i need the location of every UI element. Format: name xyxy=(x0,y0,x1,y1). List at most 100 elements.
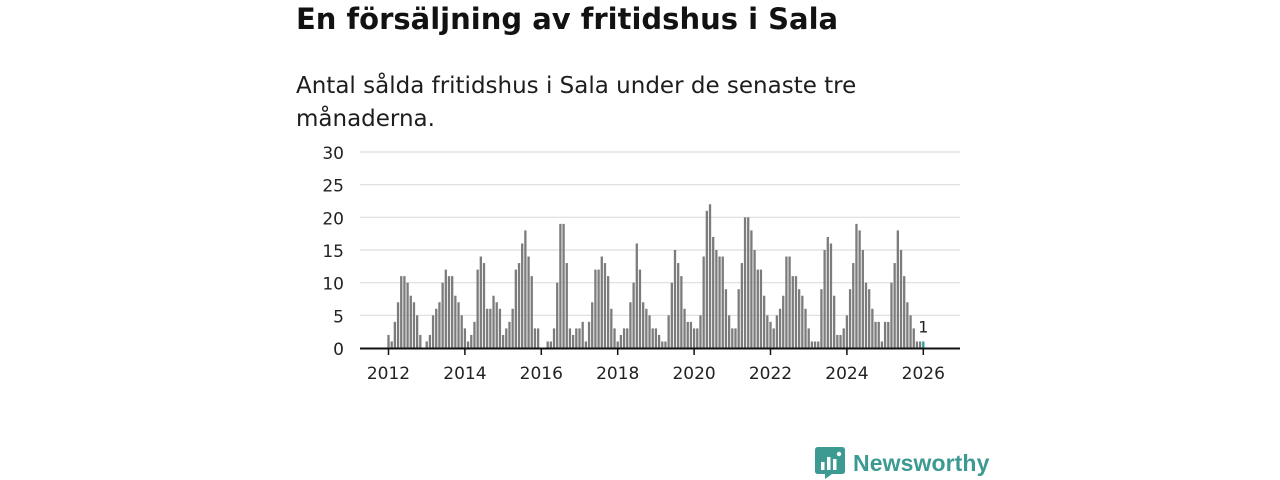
bar xyxy=(409,295,412,348)
bar xyxy=(501,334,505,348)
bar xyxy=(387,334,390,348)
bar xyxy=(393,321,397,348)
bar xyxy=(759,269,763,348)
bar xyxy=(610,308,613,348)
bar xyxy=(552,328,556,348)
bar xyxy=(712,236,715,348)
bar xyxy=(887,321,890,348)
y-tick-label: 0 xyxy=(333,340,344,360)
bar xyxy=(527,256,530,348)
bar xyxy=(571,334,575,348)
bar xyxy=(756,269,759,348)
bar xyxy=(635,243,638,348)
bar xyxy=(403,276,406,348)
bar xyxy=(530,276,533,348)
bar xyxy=(877,321,880,348)
bar xyxy=(495,302,498,348)
bar xyxy=(629,302,632,348)
bar xyxy=(829,243,833,348)
bar xyxy=(883,321,887,348)
bar xyxy=(753,250,756,348)
bar xyxy=(721,256,724,348)
bar xyxy=(638,269,642,348)
bar xyxy=(836,334,839,348)
bar xyxy=(444,269,447,348)
x-tick-label: 2018 xyxy=(596,364,639,384)
bar xyxy=(466,341,470,348)
bar xyxy=(737,289,740,348)
bar xyxy=(549,341,552,348)
bar xyxy=(603,263,607,348)
bar xyxy=(562,223,565,348)
bar xyxy=(743,217,747,348)
bar xyxy=(505,328,508,348)
bar xyxy=(702,256,705,348)
bar xyxy=(654,328,658,348)
bar xyxy=(813,341,817,348)
bar xyxy=(864,282,868,348)
bar xyxy=(508,321,511,348)
bar xyxy=(460,315,463,348)
y-tick-label: 30 xyxy=(322,144,344,164)
bar xyxy=(479,256,482,348)
bar xyxy=(785,256,788,348)
bar xyxy=(852,263,855,348)
bar xyxy=(578,328,581,348)
bar xyxy=(651,328,654,348)
bar xyxy=(871,308,874,348)
bar xyxy=(584,341,588,348)
bar xyxy=(536,328,540,348)
bar xyxy=(619,334,623,348)
bar xyxy=(833,295,836,348)
bar xyxy=(492,295,495,348)
bar xyxy=(632,282,635,348)
y-axis-ticks: 0 5 10 15 20 25 30 xyxy=(322,144,344,360)
bar xyxy=(839,334,842,348)
bar xyxy=(616,341,619,348)
y-tick-label: 20 xyxy=(322,209,344,229)
bar xyxy=(775,315,779,348)
bar xyxy=(454,295,457,348)
bar xyxy=(804,308,807,348)
bar xyxy=(470,334,473,348)
x-tick-label: 2014 xyxy=(443,364,486,384)
bar xyxy=(622,328,626,348)
bar xyxy=(810,341,814,348)
bar xyxy=(848,289,852,348)
bar xyxy=(568,328,572,348)
bar xyxy=(794,276,798,348)
bar xyxy=(419,334,422,348)
bar xyxy=(680,276,683,348)
bar xyxy=(645,308,648,348)
bar xyxy=(890,282,893,348)
bar xyxy=(858,230,861,348)
bar xyxy=(517,263,521,348)
bar xyxy=(677,263,680,348)
bar xyxy=(686,321,689,348)
y-tick-label: 25 xyxy=(322,177,344,197)
bar xyxy=(428,334,432,348)
bar xyxy=(766,315,769,348)
bar xyxy=(855,223,858,348)
bar xyxy=(874,321,877,348)
bar xyxy=(769,321,772,348)
bar xyxy=(740,263,743,348)
highlight-value-label: 1 xyxy=(918,317,928,336)
bar xyxy=(441,282,444,348)
bar xyxy=(581,321,584,348)
bar xyxy=(909,315,912,348)
bar xyxy=(868,289,871,348)
bar xyxy=(613,328,616,348)
bar xyxy=(903,276,906,348)
bar xyxy=(699,315,702,348)
bar xyxy=(667,315,670,348)
bar xyxy=(431,315,435,348)
bar xyxy=(912,328,915,348)
bar xyxy=(724,289,728,348)
bar xyxy=(546,341,549,348)
bar xyxy=(673,250,677,348)
bar xyxy=(692,328,696,348)
bar xyxy=(594,269,597,348)
bar xyxy=(600,256,603,348)
